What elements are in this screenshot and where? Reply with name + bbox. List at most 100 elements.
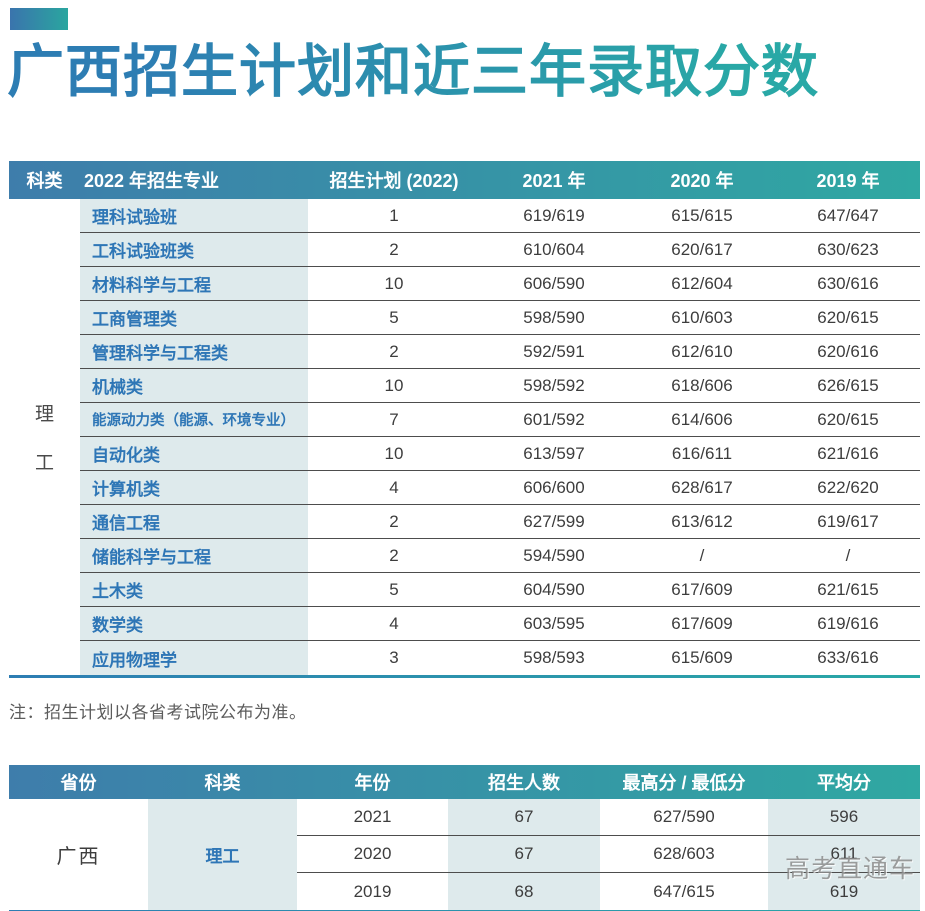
province-header-maxmin: 最高分 / 最低分 (622, 773, 746, 793)
province-table: 省份 科类 年份 招生人数 最高分 / 最低分 平均分 广西 理工 2021 6… (9, 765, 920, 911)
province-merged-cell: 广西 (56, 846, 101, 868)
maxmin-score-cell: 647/615 (653, 881, 715, 901)
category-char-li: 理 (34, 404, 54, 425)
footnote: 注：招生计划以各省考试院公布为准。 (9, 703, 307, 722)
plan-count-cell: 2 (308, 539, 480, 573)
plan-header-2021: 2021 年 (522, 171, 586, 191)
score-2020-cell: 617/609 (628, 573, 776, 607)
score-2020-cell: 615/615 (628, 199, 776, 233)
score-2021-cell: 606/600 (480, 471, 628, 505)
plan-table-bottom-rule (9, 675, 920, 678)
score-2020-cell: 616/611 (628, 437, 776, 471)
score-2020-cell: 618/606 (628, 369, 776, 403)
major-cell: 工科试验班类 (80, 233, 308, 267)
score-2021-cell: 613/597 (480, 437, 628, 471)
score-2019-cell: 622/620 (776, 471, 920, 505)
plan-header-2019: 2019 年 (816, 171, 880, 191)
plan-count-cell: 2 (308, 233, 480, 267)
major-cell: 计算机类 (80, 471, 308, 505)
major-cell: 应用物理学 (80, 641, 308, 675)
maxmin-score-cell: 627/590 (600, 799, 768, 836)
plan-count-cell: 7 (308, 403, 480, 437)
major-cell: 管理科学与工程类 (80, 335, 308, 369)
year-cell: 2020 (297, 836, 448, 873)
score-2020-cell: 620/617 (628, 233, 776, 267)
category-char-gong: 工 (34, 453, 54, 474)
province-header-count: 招生人数 (488, 773, 560, 793)
score-2020-cell: 617/609 (628, 607, 776, 641)
plan-table-body: 理 工 理科试验班 1 619/619 615/615 647/647 工科试验… (9, 199, 920, 675)
score-2021-cell: 606/590 (480, 267, 628, 301)
score-2021-cell: 610/604 (480, 233, 628, 267)
score-2019-cell: 620/615 (776, 301, 920, 335)
province-header-category: 科类 (204, 773, 241, 793)
score-2020-cell: 614/606 (628, 403, 776, 437)
score-2021-cell: 598/593 (523, 648, 585, 667)
score-2019-cell: / (776, 539, 920, 573)
score-2019-cell: 647/647 (776, 199, 920, 233)
province-table-header: 省份 科类 年份 招生人数 最高分 / 最低分 平均分 (9, 765, 920, 799)
province-category-merged-cell: 理工 (148, 799, 297, 910)
major-cell: 储能科学与工程 (80, 539, 308, 573)
avg-score-cell: 619 (768, 873, 920, 910)
content-area: 科类 2022 年招生专业 招生计划 (2022) 2021 年 2020 年 … (9, 161, 920, 911)
score-2021-cell: 619/619 (480, 199, 628, 233)
score-2019-cell: 621/616 (776, 437, 920, 471)
plan-header-major: 2022 年招生专业 (84, 171, 220, 191)
score-2021-cell: 601/592 (480, 403, 628, 437)
score-2020-cell: 615/609 (671, 648, 733, 667)
score-2020-cell: 612/604 (628, 267, 776, 301)
score-2019-cell: 619/617 (776, 505, 920, 539)
plan-count-cell: 4 (308, 471, 480, 505)
avg-score-cell: 596 (768, 799, 920, 836)
category-merged-cell: 理 工 (9, 199, 80, 675)
major-cell: 工商管理类 (80, 301, 308, 335)
admit-count-cell: 68 (448, 873, 600, 910)
score-2021-cell: 627/599 (480, 505, 628, 539)
score-2019-cell: 620/616 (776, 335, 920, 369)
major-cell: 自动化类 (80, 437, 308, 471)
plan-header-category: 科类 (26, 171, 63, 191)
plan-count-cell: 10 (308, 267, 480, 301)
major-cell: 机械类 (80, 369, 308, 403)
province-header-province: 省份 (60, 773, 97, 793)
plan-count-cell: 5 (308, 301, 480, 335)
province-header-avg: 平均分 (817, 773, 871, 793)
maxmin-score-cell: 628/603 (600, 836, 768, 873)
score-2019-cell: 619/616 (776, 607, 920, 641)
score-2020-cell: 628/617 (628, 471, 776, 505)
plan-count-cell: 2 (308, 335, 480, 369)
avg-score-cell: 611 (768, 836, 920, 873)
watermark: 高考直通车 (785, 855, 916, 883)
year-cell: 2019 (353, 881, 392, 901)
score-2021-cell: 598/592 (480, 369, 628, 403)
score-2019-cell: 630/623 (776, 233, 920, 267)
score-2021-cell: 598/590 (480, 301, 628, 335)
plan-header-2020: 2020 年 (670, 171, 734, 191)
major-cell: 理科试验班 (80, 199, 308, 233)
score-2019-cell: 621/615 (776, 573, 920, 607)
score-2020-cell: 610/603 (628, 301, 776, 335)
plan-table-header: 科类 2022 年招生专业 招生计划 (2022) 2021 年 2020 年 … (9, 161, 920, 199)
province-header-year: 年份 (354, 773, 391, 793)
accent-bar (10, 8, 68, 30)
score-2021-cell: 603/595 (480, 607, 628, 641)
plan-count-cell: 1 (308, 199, 480, 233)
score-2019-cell: 630/616 (776, 267, 920, 301)
page-title: 广西招生计划和近三年录取分数 (7, 38, 917, 106)
plan-count-cell: 10 (308, 369, 480, 403)
score-2021-cell: 604/590 (480, 573, 628, 607)
year-cell: 2021 (297, 799, 448, 836)
major-cell: 土木类 (80, 573, 308, 607)
score-2019-cell: 633/616 (817, 648, 879, 667)
score-2020-cell: / (628, 539, 776, 573)
score-2021-cell: 594/590 (480, 539, 628, 573)
major-cell: 通信工程 (80, 505, 308, 539)
score-2021-cell: 592/591 (480, 335, 628, 369)
province-table-body: 广西 理工 2021 67 627/590 596 2020 67 628/60… (9, 799, 920, 910)
plan-count-cell: 5 (308, 573, 480, 607)
major-cell: 能源动力类（能源、环境专业） (80, 403, 308, 437)
score-2019-cell: 626/615 (776, 369, 920, 403)
plan-count-cell: 2 (308, 505, 480, 539)
plan-count-cell: 4 (308, 607, 480, 641)
